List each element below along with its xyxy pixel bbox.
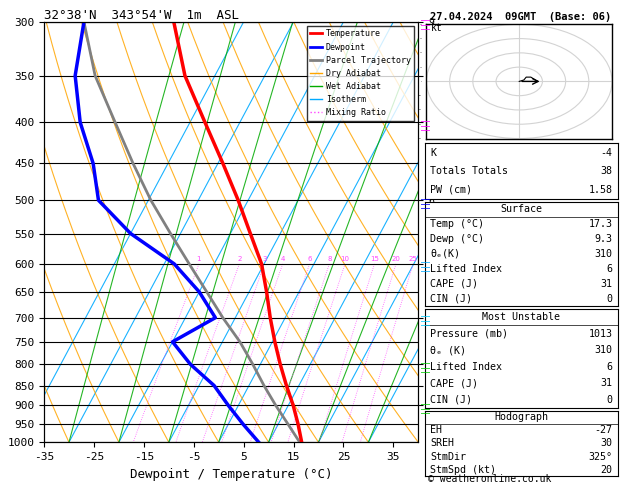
Text: 4: 4 xyxy=(281,256,285,262)
Text: SREH: SREH xyxy=(430,438,454,449)
Text: CAPE (J): CAPE (J) xyxy=(430,378,479,388)
Text: 15: 15 xyxy=(370,256,379,262)
Text: θₑ(K): θₑ(K) xyxy=(430,249,460,259)
Text: 20: 20 xyxy=(601,465,613,475)
Text: Lifted Index: Lifted Index xyxy=(430,264,503,274)
Text: CIN (J): CIN (J) xyxy=(430,395,472,405)
Text: |||: ||| xyxy=(420,398,428,413)
Text: |||: ||| xyxy=(420,115,428,130)
Text: 6: 6 xyxy=(606,264,613,274)
Text: StmSpd (kt): StmSpd (kt) xyxy=(430,465,496,475)
Text: Lifted Index: Lifted Index xyxy=(430,362,503,372)
Y-axis label: km
ASL: km ASL xyxy=(450,232,468,254)
Text: -27: -27 xyxy=(594,425,613,435)
Text: 310: 310 xyxy=(594,249,613,259)
Text: CAPE (J): CAPE (J) xyxy=(430,279,479,289)
Text: 0: 0 xyxy=(606,294,613,304)
Text: Totals Totals: Totals Totals xyxy=(430,166,508,176)
Text: Hodograph: Hodograph xyxy=(494,412,548,422)
Text: 6: 6 xyxy=(606,362,613,372)
Text: Surface: Surface xyxy=(501,204,542,214)
Text: |||: ||| xyxy=(420,310,428,325)
Text: 2: 2 xyxy=(237,256,242,262)
Text: 31: 31 xyxy=(601,378,613,388)
Text: 1.58: 1.58 xyxy=(589,185,613,195)
Text: 1013: 1013 xyxy=(589,329,613,339)
Text: 1LCL: 1LCL xyxy=(433,393,454,402)
Text: Pressure (mb): Pressure (mb) xyxy=(430,329,508,339)
Text: -4: -4 xyxy=(601,148,613,157)
Text: kt: kt xyxy=(431,23,443,34)
Y-axis label: hPa: hPa xyxy=(0,221,2,243)
Text: PW (cm): PW (cm) xyxy=(430,185,472,195)
Text: 3: 3 xyxy=(262,256,267,262)
Text: 32°38'N  343°54'W  1m  ASL: 32°38'N 343°54'W 1m ASL xyxy=(44,9,239,22)
Text: 1: 1 xyxy=(197,256,201,262)
Text: 325°: 325° xyxy=(589,451,613,462)
Text: |||: ||| xyxy=(420,357,428,372)
Text: K: K xyxy=(430,148,437,157)
Text: © weatheronline.co.uk: © weatheronline.co.uk xyxy=(428,473,551,484)
Text: 310: 310 xyxy=(594,345,613,355)
Text: 20: 20 xyxy=(392,256,401,262)
Text: 10: 10 xyxy=(340,256,350,262)
Text: 9.3: 9.3 xyxy=(594,234,613,244)
Text: 0: 0 xyxy=(606,395,613,405)
Text: 25: 25 xyxy=(409,256,418,262)
Text: 8: 8 xyxy=(327,256,331,262)
Text: CIN (J): CIN (J) xyxy=(430,294,472,304)
Legend: Temperature, Dewpoint, Parcel Trajectory, Dry Adiabat, Wet Adiabat, Isotherm, Mi: Temperature, Dewpoint, Parcel Trajectory… xyxy=(306,26,414,121)
Text: Most Unstable: Most Unstable xyxy=(482,312,560,322)
Text: Temp (°C): Temp (°C) xyxy=(430,219,484,229)
Text: θₑ (K): θₑ (K) xyxy=(430,345,466,355)
Text: 6: 6 xyxy=(308,256,312,262)
Text: Dewp (°C): Dewp (°C) xyxy=(430,234,484,244)
Text: 17.3: 17.3 xyxy=(589,219,613,229)
Text: 27.04.2024  09GMT  (Base: 06): 27.04.2024 09GMT (Base: 06) xyxy=(430,12,611,22)
Text: |||: ||| xyxy=(420,257,428,271)
Text: 38: 38 xyxy=(601,166,613,176)
Text: StmDir: StmDir xyxy=(430,451,466,462)
X-axis label: Dewpoint / Temperature (°C): Dewpoint / Temperature (°C) xyxy=(130,468,332,481)
Text: 31: 31 xyxy=(601,279,613,289)
Text: |||: ||| xyxy=(420,15,428,29)
Text: 30: 30 xyxy=(601,438,613,449)
Text: |||: ||| xyxy=(420,193,428,208)
Text: EH: EH xyxy=(430,425,442,435)
